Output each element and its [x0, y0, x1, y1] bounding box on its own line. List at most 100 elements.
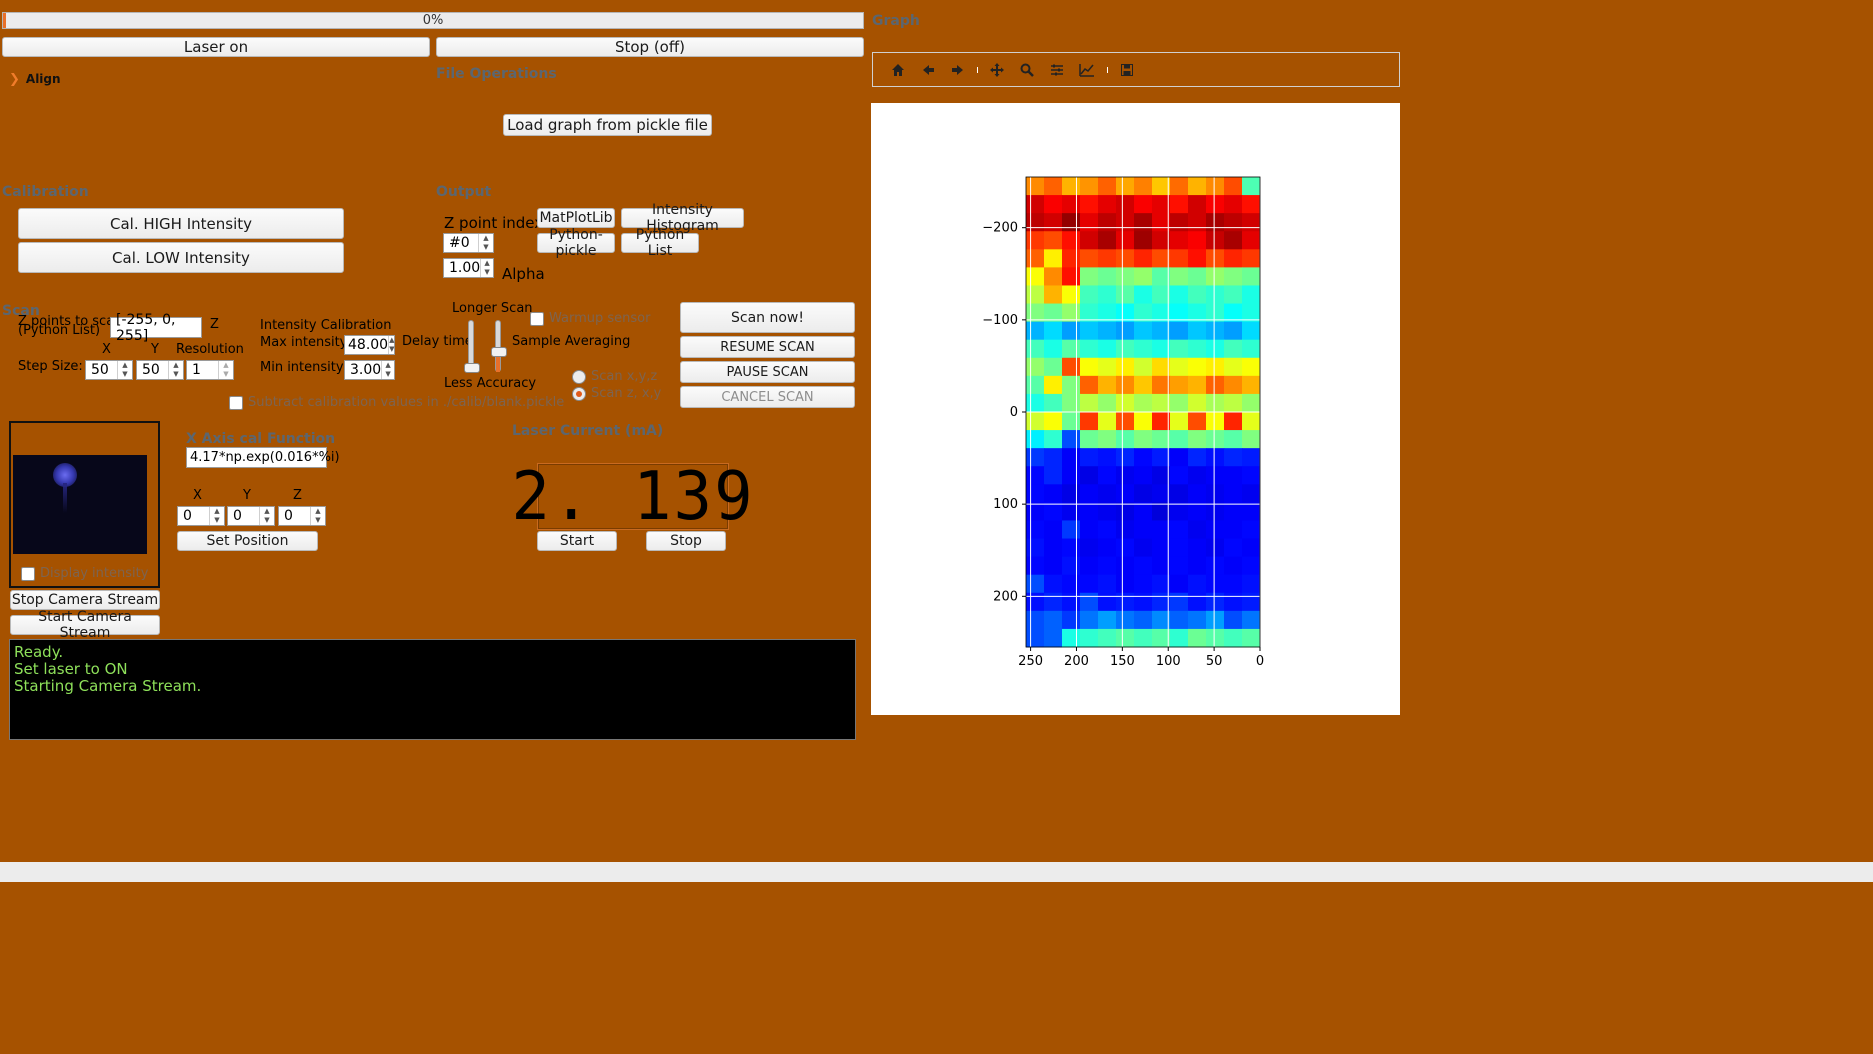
heatmap-cell — [1206, 628, 1225, 648]
heatmap-cell — [1134, 556, 1153, 576]
min-intensity-spinbox[interactable]: 3.00 ▲ ▼ — [344, 360, 395, 380]
laser-current-start-button[interactable]: Start — [537, 531, 617, 551]
alpha-spinbox[interactable]: 1.00 ▲ ▼ — [443, 258, 494, 278]
scan-xyz-radio[interactable] — [572, 370, 586, 384]
slider-handle[interactable] — [464, 363, 480, 373]
spin-arrows-icon[interactable]: ▲ ▼ — [381, 361, 394, 379]
cal-high-button[interactable]: Cal. HIGH Intensity — [18, 208, 344, 239]
heatmap-cell — [1116, 249, 1135, 268]
heatmap-cell — [1062, 466, 1081, 485]
heatmap-cell — [1224, 249, 1243, 268]
spin-arrows-icon[interactable]: ▲ ▼ — [168, 361, 183, 379]
heatmap-cell — [1242, 267, 1261, 286]
intensity-histogram-button[interactable]: Intensity Histogram — [621, 202, 744, 234]
heatmap-cell — [1170, 375, 1189, 395]
position-x-spinbox[interactable]: 0 ▲ ▼ — [177, 506, 225, 526]
max-intensity-spinbox[interactable]: 48.00 ▲ ▼ — [344, 335, 395, 355]
display-intensity-checkbox[interactable] — [21, 567, 35, 581]
laser-current-stop-button[interactable]: Stop — [646, 531, 726, 551]
delay-time-slider[interactable] — [464, 320, 480, 373]
heatmap-cell — [1080, 574, 1099, 594]
heatmap-cell — [1224, 610, 1243, 630]
step-x-spinbox[interactable]: 50 ▲ ▼ — [85, 360, 133, 380]
heatmap-cell — [1062, 231, 1081, 250]
heatmap-cell — [1152, 213, 1171, 232]
heatmap-cell — [1224, 574, 1243, 594]
heatmap-cell — [1152, 231, 1171, 250]
heatmap-cell — [1152, 285, 1171, 305]
heatmap-cell — [1080, 520, 1099, 540]
cancel-scan-button[interactable]: CANCEL SCAN — [680, 386, 855, 408]
spin-arrows-icon[interactable]: ▲ ▼ — [388, 336, 395, 354]
heatmap-cell — [1152, 592, 1171, 612]
heatmap-cell — [1134, 628, 1153, 648]
x-axis-cal-title: X Axis cal Function — [186, 431, 336, 447]
spin-arrows-icon[interactable]: ▲ ▼ — [209, 507, 224, 525]
load-pickle-button[interactable]: Load graph from pickle file — [503, 114, 712, 136]
heatmap-cell — [1188, 430, 1207, 449]
scan-zxy-radio[interactable] — [572, 387, 586, 401]
heatmap-cell — [1170, 484, 1189, 503]
resolution-spinbox[interactable]: 1 ▲ ▼ — [186, 360, 234, 380]
edit-axis-icon[interactable] — [1073, 53, 1101, 87]
pan-icon[interactable] — [983, 53, 1011, 87]
resume-scan-button[interactable]: RESUME SCAN — [680, 336, 855, 358]
heatmap-cell — [1026, 267, 1045, 286]
set-position-button[interactable]: Set Position — [177, 531, 318, 551]
sample-averaging-slider[interactable] — [491, 320, 507, 372]
heatmap-cell — [1026, 303, 1045, 323]
heatmap-cell — [1044, 375, 1063, 395]
scan-now-button[interactable]: Scan now! — [680, 302, 855, 333]
heatmap-cell — [1152, 195, 1171, 214]
x-axis-function-input[interactable]: 4.17*np.exp(0.016*%i) — [186, 447, 340, 468]
home-icon[interactable] — [884, 53, 912, 87]
spin-arrows-icon[interactable]: ▲ ▼ — [480, 259, 493, 277]
align-toggle[interactable]: ❯ Align — [9, 71, 61, 87]
heatmap-cell — [1134, 375, 1153, 395]
heatmap-cell — [1224, 628, 1243, 648]
laser-on-button[interactable]: Laser on — [2, 37, 430, 57]
warmup-sensor-checkbox[interactable] — [530, 312, 544, 326]
matplotlib-button[interactable]: MatPlotLib — [537, 208, 615, 228]
heatmap-cell — [1224, 357, 1243, 377]
subtract-calibration-checkbox[interactable] — [229, 396, 243, 410]
heatmap-cell — [1098, 357, 1117, 377]
heatmap-cell — [1206, 484, 1225, 503]
python-pickle-button[interactable]: Python-pickle — [537, 227, 615, 259]
spin-arrows-icon[interactable]: ▲ ▼ — [117, 361, 132, 379]
stop-off-button[interactable]: Stop (off) — [436, 37, 864, 57]
spin-arrows-icon[interactable]: ▲ ▼ — [218, 361, 233, 379]
heatmap-cell — [1152, 393, 1171, 413]
spin-arrows-icon[interactable]: ▲ ▼ — [259, 507, 274, 525]
heatmap-cell — [1116, 610, 1135, 630]
slider-handle[interactable] — [491, 347, 507, 357]
save-icon[interactable] — [1113, 53, 1141, 87]
forward-arrow-icon[interactable] — [944, 53, 972, 87]
cal-low-button[interactable]: Cal. LOW Intensity — [18, 242, 344, 273]
spin-arrows-icon[interactable]: ▲ ▼ — [478, 234, 493, 252]
heatmap-cell — [1080, 357, 1099, 377]
stop-camera-stream-button[interactable]: Stop Camera Stream — [10, 590, 160, 610]
start-camera-stream-button[interactable]: Start Camera Stream — [10, 609, 160, 641]
axes-frame — [1025, 176, 1261, 648]
zoom-icon[interactable] — [1013, 53, 1041, 87]
python-list-button[interactable]: Python List — [621, 227, 699, 259]
spin-arrows-icon[interactable]: ▲ ▼ — [310, 507, 325, 525]
heatmap-cell — [1188, 357, 1207, 377]
z-index-spinbox[interactable]: #0 ▲ ▼ — [443, 233, 494, 253]
back-arrow-icon[interactable] — [914, 53, 942, 87]
heatmap-cell — [1062, 339, 1081, 359]
heatmap-cell — [1224, 556, 1243, 576]
step-y-spinbox[interactable]: 50 ▲ ▼ — [136, 360, 184, 380]
heatmap-cell — [1242, 538, 1261, 558]
position-z-spinbox[interactable]: 0 ▲ ▼ — [278, 506, 326, 526]
position-y-spinbox[interactable]: 0 ▲ ▼ — [227, 506, 275, 526]
heatmap-cell — [1134, 231, 1153, 250]
pause-scan-button[interactable]: PAUSE SCAN — [680, 361, 855, 383]
heatmap-cell — [1080, 393, 1099, 413]
configure-subplots-icon[interactable] — [1043, 53, 1071, 87]
heatmap-cell — [1080, 375, 1099, 395]
plot-canvas[interactable]: 250 200 150 100 50 0 −200 −100 0 100 200 — [871, 103, 1400, 715]
z-points-input[interactable]: [-255, 0, 255] — [110, 312, 202, 344]
heatmap-cell — [1044, 628, 1063, 648]
